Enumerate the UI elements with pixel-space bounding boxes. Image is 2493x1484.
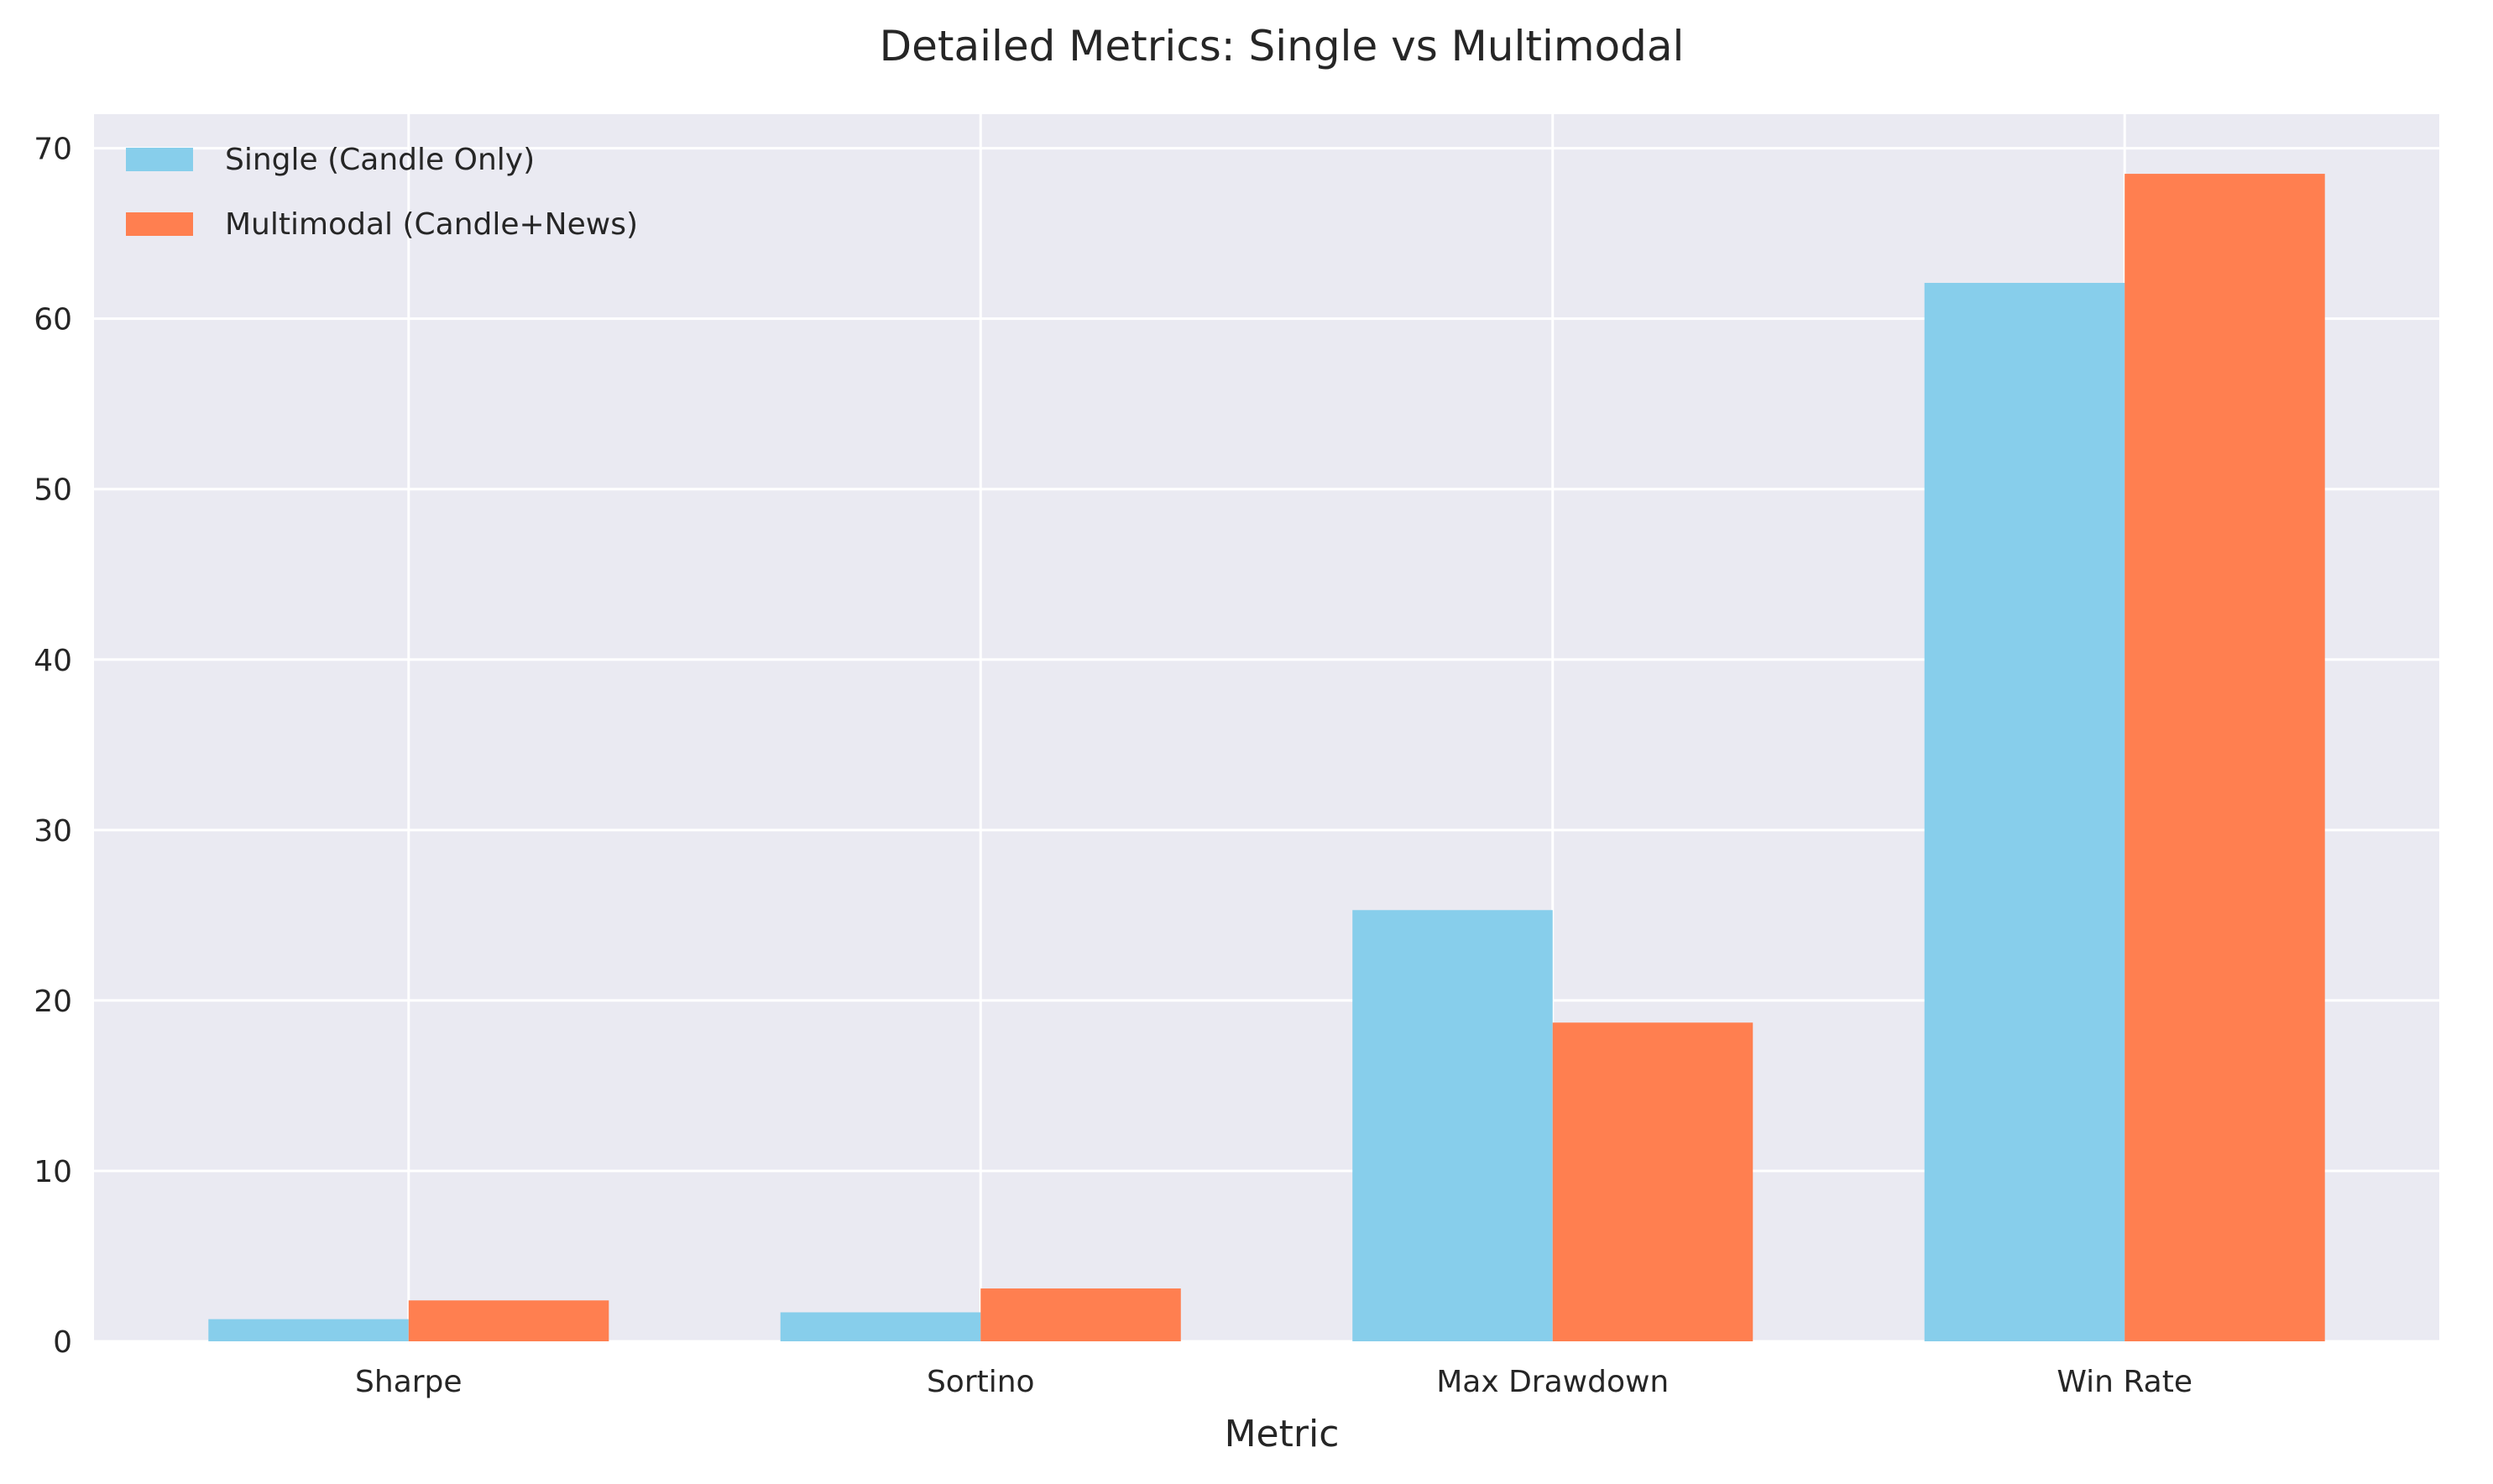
bar-single-win-rate [1924, 283, 2125, 1341]
x-tick-label: Win Rate [2057, 1365, 2192, 1399]
y-tick-label: 10 [34, 1155, 72, 1189]
y-tick-label: 70 [34, 133, 72, 167]
x-tick-label: Sortino [927, 1365, 1035, 1399]
x-axis-ticks: Sharpe Sortino Max Drawdown Win Rate [355, 1365, 2192, 1399]
y-tick-label: 60 [34, 303, 72, 337]
bar-multimodal-sharpe [408, 1300, 609, 1341]
bar-multimodal-win-rate [2125, 174, 2325, 1341]
bar-single-sortino [780, 1312, 981, 1341]
y-tick-label: 50 [34, 473, 72, 508]
bar-multimodal-max-drawdown [1552, 1022, 1753, 1341]
legend-swatch [126, 148, 193, 171]
x-axis-label: Metric [1225, 1413, 1340, 1455]
bar-multimodal-sortino [980, 1288, 1181, 1341]
y-tick-label: 40 [34, 644, 72, 678]
x-tick-label: Sharpe [355, 1365, 463, 1399]
legend-label: Multimodal (Candle+News) [225, 207, 638, 242]
y-tick-label: 0 [53, 1325, 72, 1360]
y-tick-label: 20 [34, 985, 72, 1019]
bar-single-sharpe [208, 1319, 409, 1341]
y-tick-label: 30 [34, 814, 72, 849]
y-axis-ticks: 0 10 20 30 40 50 60 70 [34, 133, 72, 1360]
legend: Single (Candle Only) Multimodal (Candle+N… [126, 143, 638, 242]
chart-title: Detailed Metrics: Single vs Multimodal [880, 22, 1685, 71]
legend-swatch [126, 212, 193, 236]
x-tick-label: Max Drawdown [1436, 1365, 1669, 1399]
bar-single-max-drawdown [1352, 910, 1553, 1341]
bars [208, 174, 2325, 1341]
legend-label: Single (Candle Only) [225, 143, 535, 177]
